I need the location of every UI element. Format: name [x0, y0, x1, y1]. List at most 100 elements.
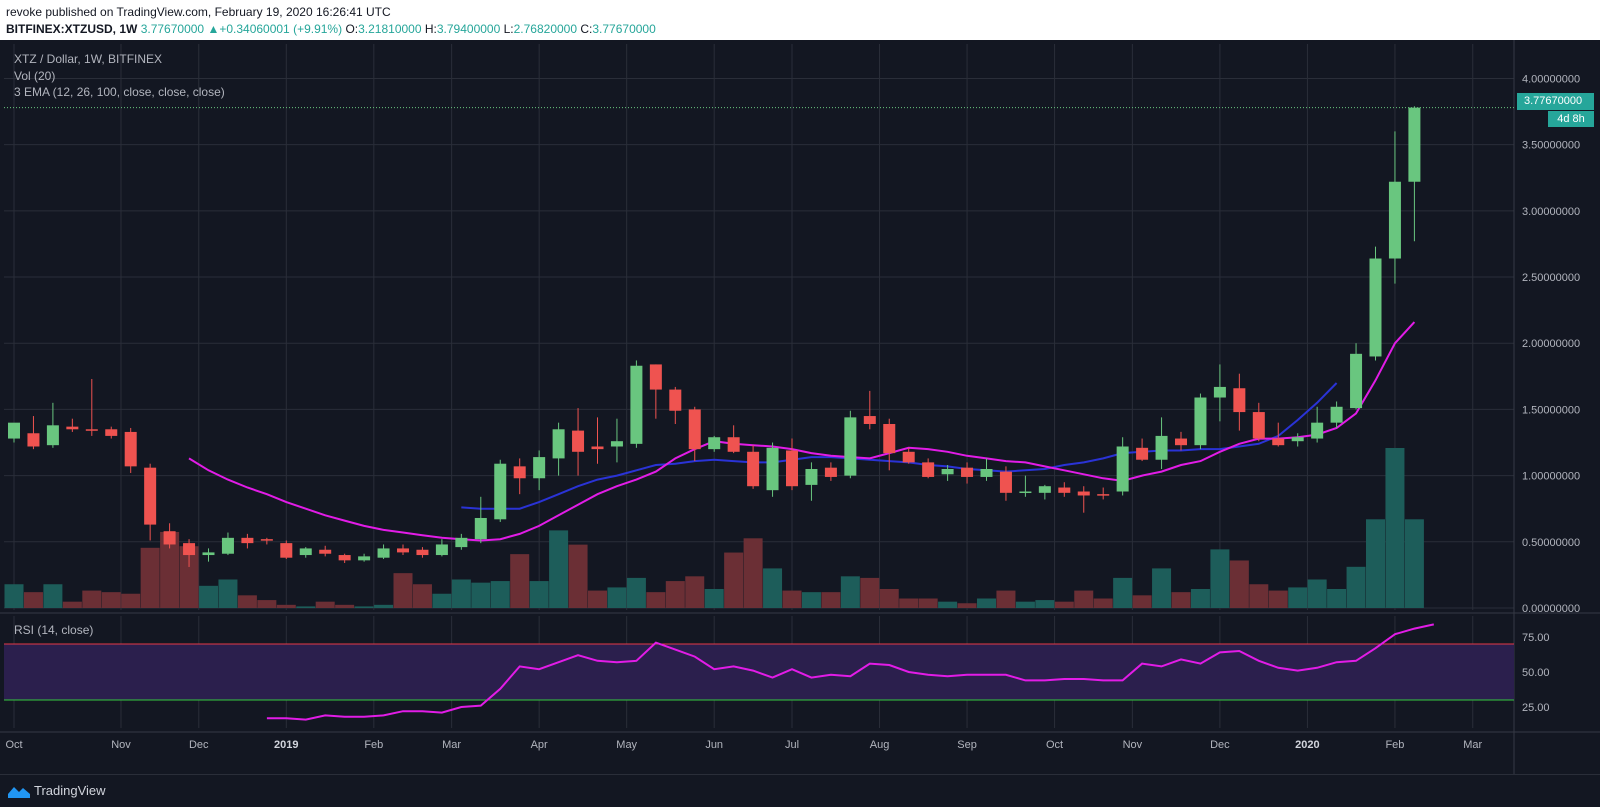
- candle-body: [280, 543, 293, 558]
- volume-bar: [296, 606, 316, 608]
- last-price-tag: 3.77670000: [1517, 93, 1594, 110]
- tradingview-logo-icon[interactable]: [8, 784, 30, 798]
- volume-bar: [62, 601, 82, 608]
- candle-body: [902, 451, 915, 463]
- x-tick-label: Aug: [870, 739, 890, 751]
- volume-bar: [568, 544, 588, 608]
- candle-body: [1311, 422, 1324, 439]
- volume-bar: [724, 552, 744, 608]
- volume-bar: [237, 595, 257, 608]
- countdown-tag: 4d 8h: [1548, 111, 1594, 127]
- x-tick-label: Dec: [189, 739, 209, 751]
- volume-bar: [821, 592, 841, 608]
- candle-body: [1233, 388, 1246, 413]
- x-tick-label: Apr: [531, 739, 548, 751]
- candle-body: [319, 549, 332, 554]
- chart-area[interactable]: 0.00000000 0.50000000 1.00000000 1.50000000…: [0, 40, 1600, 774]
- volume-bar: [899, 598, 919, 608]
- symbol-ohlc-line: BITFINEX:XTZUSD, 1W 3.77670000 ▲+0.34060…: [6, 22, 656, 36]
- candle-body: [183, 543, 196, 556]
- up-arrow-icon: ▲: [207, 22, 220, 36]
- candle-body: [1213, 386, 1226, 398]
- x-tick-label: Dec: [1210, 739, 1230, 751]
- volume-bar: [879, 588, 899, 608]
- volume-bar: [1249, 584, 1269, 608]
- close-key: C:: [580, 22, 593, 36]
- volume-bar: [393, 573, 413, 608]
- candle-body: [688, 409, 701, 450]
- candle-body: [435, 544, 448, 556]
- candle-body: [1388, 181, 1401, 259]
- rsi-tick-label: 75.00: [1522, 632, 1550, 644]
- volume-bar: [335, 604, 355, 608]
- volume-bar: [1190, 588, 1210, 608]
- candle-body: [649, 364, 662, 390]
- volume-bar: [490, 581, 510, 608]
- volume-bar: [315, 601, 335, 608]
- candle-body: [708, 437, 721, 450]
- candle-body: [163, 531, 176, 545]
- candle-body: [1272, 438, 1285, 446]
- y-tick-label: 3.50000000: [1522, 140, 1580, 152]
- candle-body: [786, 450, 798, 487]
- volume-bar: [471, 582, 491, 608]
- candle-body: [1291, 437, 1304, 442]
- candle-body: [1116, 446, 1129, 492]
- volume-bar: [957, 603, 977, 608]
- volume-bar: [1268, 590, 1288, 608]
- candle-body: [1175, 438, 1187, 446]
- candle-body: [1330, 406, 1343, 423]
- rsi-tick-label: 50.00: [1522, 667, 1550, 679]
- candle-body: [766, 447, 779, 491]
- volume-bar: [1093, 598, 1113, 608]
- candle-body: [1155, 435, 1168, 460]
- volume-bar: [782, 590, 802, 608]
- candle-body: [513, 466, 526, 479]
- volume-bar: [860, 577, 880, 608]
- candle-body: [610, 441, 623, 447]
- publisher-text: revoke published on TradingView.com, Feb…: [6, 5, 391, 19]
- volume-bar: [179, 546, 199, 608]
- x-tick-label: Oct: [1046, 739, 1063, 751]
- volume-bar: [257, 600, 277, 608]
- candle-body: [338, 555, 351, 561]
- low-key: L:: [503, 22, 514, 36]
- candle-body: [46, 425, 59, 446]
- candle-body: [1077, 491, 1090, 496]
- volume-bar: [840, 576, 860, 608]
- main-series-legend[interactable]: XTZ / Dollar, 1W, BITFINEX: [14, 52, 163, 66]
- volume-bar: [1229, 560, 1249, 608]
- candle-body: [8, 422, 20, 439]
- tradingview-brand[interactable]: TradingView: [34, 783, 106, 798]
- volume-bar: [374, 604, 394, 608]
- candle-body: [105, 429, 118, 436]
- x-tick-label: Sep: [957, 739, 977, 751]
- y-tick-label: 0.00000000: [1522, 603, 1580, 615]
- price-change: +0.34060001 (+9.91%): [219, 22, 343, 36]
- volume-bar: [451, 579, 471, 608]
- volume-legend[interactable]: Vol (20): [14, 69, 56, 83]
- candle-body: [494, 463, 507, 520]
- candle-body: [863, 416, 876, 424]
- volume-bar: [588, 590, 607, 608]
- candle-body: [1369, 258, 1382, 357]
- volume-bar: [938, 601, 958, 608]
- volume-bar: [1307, 579, 1327, 608]
- candle-body: [747, 451, 760, 487]
- candle-body: [221, 537, 234, 554]
- candle-body: [1350, 353, 1363, 409]
- x-tick-label: Nov: [1123, 739, 1143, 751]
- rsi-legend[interactable]: RSI (14, close): [14, 623, 94, 637]
- price-chart[interactable]: 0.00000000 0.50000000 1.00000000 1.50000000…: [0, 40, 1600, 774]
- candle-body: [805, 469, 818, 485]
- volume-bar: [529, 581, 549, 608]
- ema-legend[interactable]: 3 EMA (12, 26, 100, close, close, close): [14, 85, 225, 99]
- volume-bar: [432, 593, 452, 608]
- volume-bar: [1113, 577, 1133, 608]
- candle-body: [202, 552, 215, 556]
- volume-bar: [996, 590, 1016, 608]
- candle-body: [241, 537, 254, 544]
- x-tick-label: Jun: [705, 739, 723, 751]
- y-tick-label: 2.50000000: [1522, 272, 1580, 284]
- volume-bar: [704, 588, 724, 608]
